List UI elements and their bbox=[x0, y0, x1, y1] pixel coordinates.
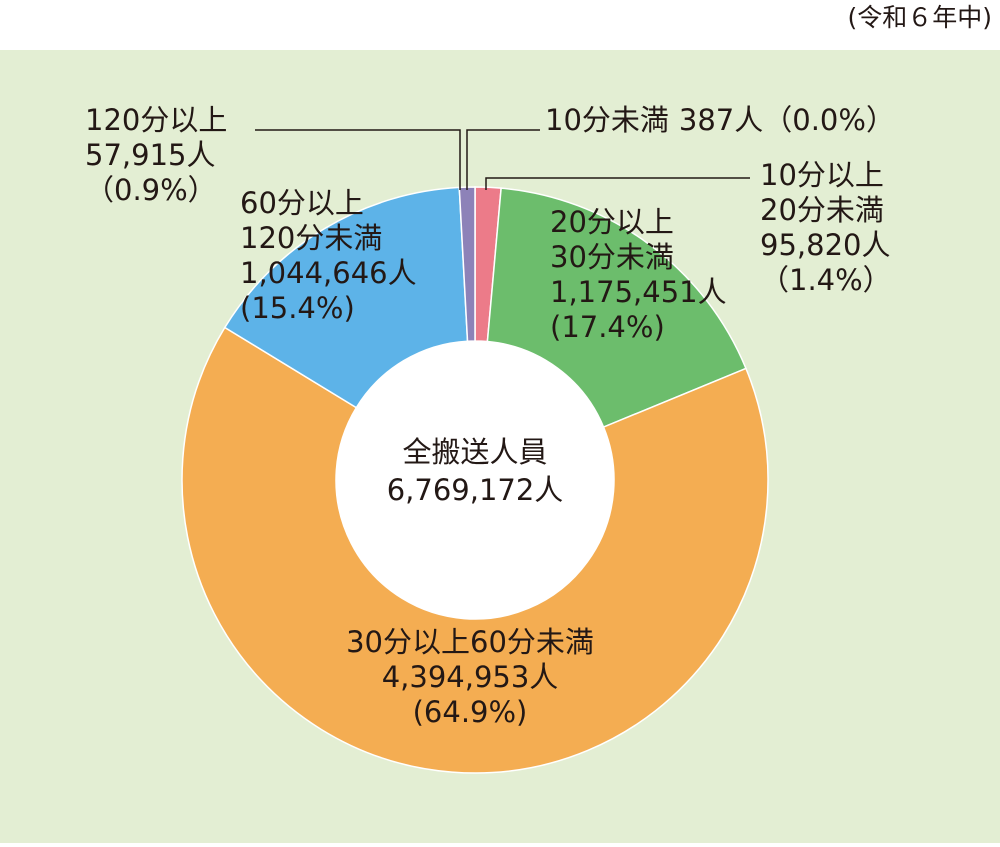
percent-label: （0.0%） bbox=[763, 103, 895, 137]
note: (令和６年中) bbox=[847, 3, 992, 32]
category-label: 20分以上 bbox=[550, 205, 674, 239]
percent-label: （1.4%） bbox=[760, 263, 892, 297]
value-label: 95,820人 bbox=[760, 228, 890, 262]
value-label: 1,175,451人 bbox=[550, 275, 727, 309]
value-label: 1,044,646人 bbox=[240, 256, 417, 290]
total-label: 6,769,172人 bbox=[387, 473, 564, 507]
center-title: 全搬送人員 bbox=[402, 435, 547, 469]
percent-label: (64.9%) bbox=[413, 695, 528, 729]
percent-label: （0.9%） bbox=[85, 173, 217, 207]
category-label: 30分以上60分未満 bbox=[346, 625, 594, 659]
percent-label: (15.4%) bbox=[240, 291, 355, 325]
category-label: 120分以上 bbox=[85, 103, 227, 137]
slice-label: 10分未満 387人（0.0%） bbox=[545, 103, 895, 137]
category-label: 10分未満 bbox=[545, 103, 669, 137]
category-label: 120分未満 bbox=[240, 221, 382, 255]
category-label: 30分未満 bbox=[550, 240, 674, 274]
value-label: 57,915人 bbox=[85, 138, 215, 172]
category-label: 60分以上 bbox=[240, 186, 364, 220]
percent-label: (17.4%) bbox=[550, 310, 665, 344]
category-label: 10分以上 bbox=[760, 158, 884, 192]
category-label: 20分未満 bbox=[760, 193, 884, 227]
value-label: 387人 bbox=[679, 103, 763, 137]
value-label: 4,394,953人 bbox=[382, 660, 559, 694]
